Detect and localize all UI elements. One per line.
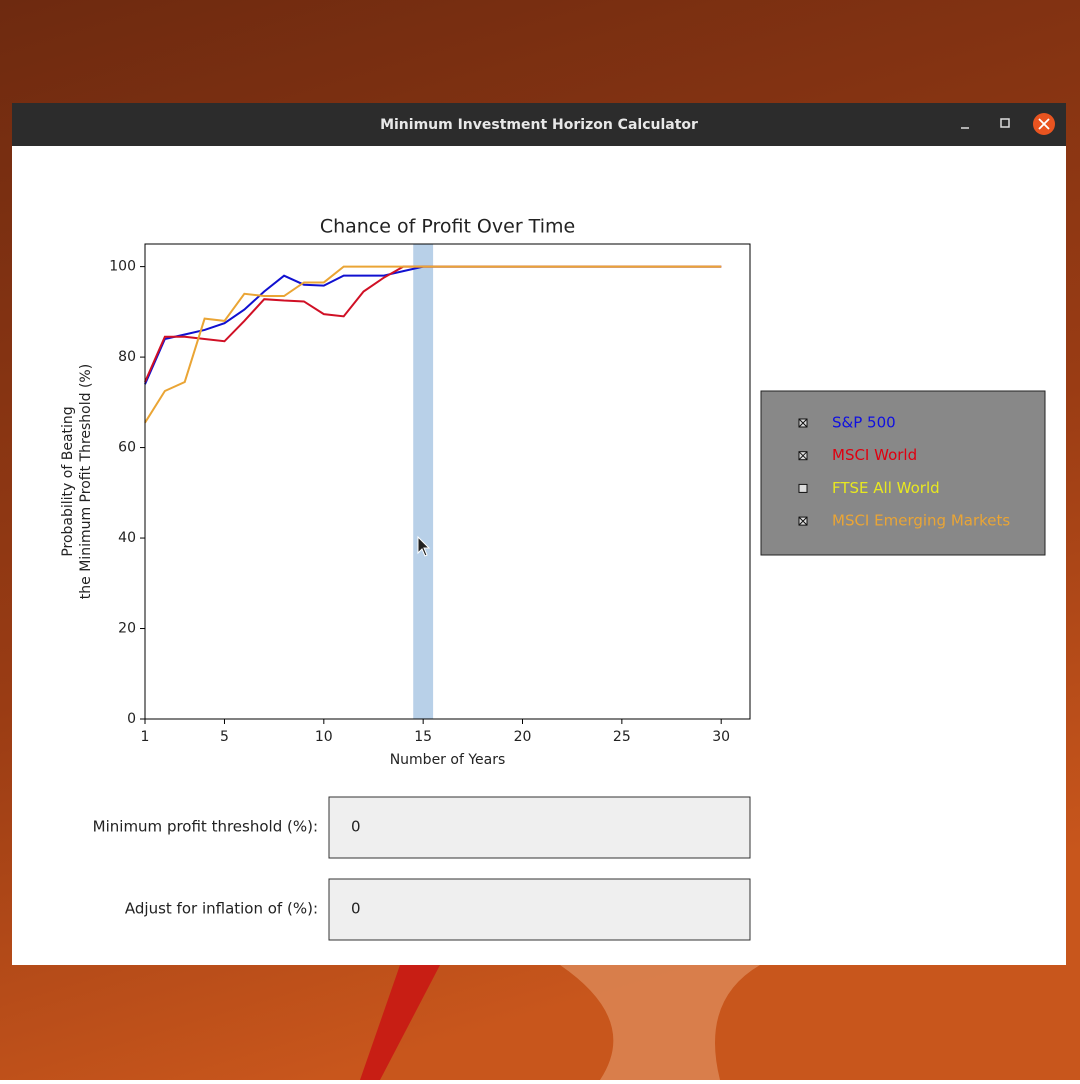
- highlight-span: [413, 244, 434, 719]
- y-tick-label: 40: [118, 530, 136, 546]
- legend-label: S&P 500: [832, 414, 896, 432]
- legend-box: [760, 390, 1046, 556]
- field-label: Minimum profit threshold (%):: [93, 818, 318, 836]
- legend-check: [798, 418, 808, 428]
- chart: Chance of Profit Over Time Number of Year…: [60, 216, 751, 768]
- x-axis-label: Number of Years: [390, 752, 506, 768]
- legend-label: MSCI Emerging Markets: [832, 512, 1010, 530]
- legend-label: FTSE All World: [832, 479, 940, 497]
- y-axis-label: the Minimum Profit Threshold (%): [78, 364, 94, 599]
- text-input[interactable]: [328, 878, 751, 941]
- input-value: 0: [351, 900, 361, 918]
- close-icon: [1038, 118, 1050, 130]
- legend-label: MSCI World: [832, 446, 917, 464]
- x-tick-label: 15: [414, 729, 432, 745]
- text-input[interactable]: [328, 796, 751, 859]
- field-label: Adjust for inflation of (%):: [125, 900, 318, 918]
- y-tick-label: 60: [118, 440, 136, 456]
- y-tick-label: 80: [118, 349, 136, 365]
- y-axis-label: Probability of Beating: [60, 406, 76, 556]
- mouse-cursor: [417, 535, 431, 557]
- form: Minimum profit threshold (%): 0 Adjust for…: [93, 796, 751, 941]
- input-value: 0: [351, 818, 361, 836]
- legend-checkbox[interactable]: [798, 483, 808, 493]
- plot-frame: [144, 243, 751, 720]
- legend: S&P 500 MSCI World FTSE All World MSCI Emer…: [760, 390, 1046, 556]
- x-tick-label: 20: [514, 729, 532, 745]
- chart-title: Chance of Profit Over Time: [320, 216, 575, 238]
- x-tick-label: 1: [141, 729, 150, 745]
- legend-check: [798, 516, 808, 526]
- y-tick-label: 100: [109, 259, 136, 275]
- legend-check: [798, 451, 808, 461]
- window-title: Minimum Investment Horizon Calculator: [380, 117, 698, 133]
- maximize-button[interactable]: [1000, 118, 1010, 128]
- series-line: [144, 265, 722, 424]
- x-tick-label: 25: [613, 729, 631, 745]
- y-tick-label: 0: [127, 711, 136, 727]
- plot-area: [145, 244, 750, 719]
- wallpaper-swirl: [360, 965, 440, 1080]
- title-bar: [12, 103, 1066, 146]
- wallpaper-swirl: [560, 965, 760, 1080]
- x-tick-label: 5: [220, 729, 229, 745]
- x-tick-label: 30: [712, 729, 730, 745]
- y-tick-label: 20: [118, 621, 136, 637]
- x-tick-label: 10: [315, 729, 333, 745]
